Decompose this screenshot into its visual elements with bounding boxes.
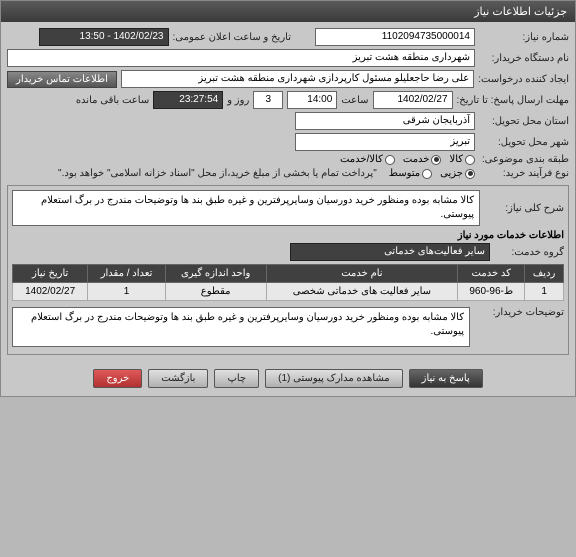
footer-buttons: پاسخ به نیاز مشاهده مدارک پیوستی (1) چاپ… bbox=[1, 361, 575, 396]
days-label: روز و bbox=[227, 95, 249, 106]
subject-class-label: طبقه بندی موضوعی: bbox=[479, 154, 569, 165]
days-count-field: 3 bbox=[253, 91, 283, 109]
province-field: آذربایجان شرقی bbox=[295, 112, 475, 130]
deadline-date-field: 1402/02/27 bbox=[373, 91, 453, 109]
details-panel: شرح کلی نیاز: کالا مشابه بوده ومنظور خری… bbox=[7, 185, 569, 355]
remaining-time-field: 23:27:54 bbox=[153, 91, 223, 109]
row-city: شهر محل تحویل: تبریز bbox=[7, 133, 569, 151]
services-info-label: اطلاعات خدمات مورد نیاز bbox=[12, 230, 564, 241]
time-label: ساعت bbox=[341, 95, 368, 106]
radio-jozi-label: جزیی bbox=[440, 168, 463, 179]
purchase-radio-group: جزیی متوسط bbox=[389, 168, 475, 179]
remaining-label: ساعت باقی مانده bbox=[76, 95, 149, 106]
service-group-field: سایر فعالیت‌های خدماتی bbox=[290, 243, 490, 261]
radio-kala[interactable]: کالا bbox=[449, 154, 475, 165]
row-subject-class: طبقه بندی موضوعی: کالا خدمت کالا/خدمت bbox=[7, 154, 569, 165]
td-qty: 1 bbox=[88, 283, 165, 301]
request-no-label: شماره نیاز: bbox=[479, 32, 569, 43]
row-request-no: شماره نیاز: 1102094735000014 تاریخ و ساع… bbox=[7, 28, 569, 46]
buyer-name-label: نام دستگاه خریدار: bbox=[479, 53, 569, 64]
table-header-row: ردیف کد خدمت نام خدمت واحد اندازه گیری ت… bbox=[13, 265, 564, 283]
th-code: کد خدمت bbox=[458, 265, 525, 283]
table-row[interactable]: 1 ط-96-960 سایر فعالیت های خدماتی شخصی م… bbox=[13, 283, 564, 301]
th-date: تاریخ نیاز bbox=[13, 265, 88, 283]
city-field: تبریز bbox=[295, 133, 475, 151]
td-unit: مقطوع bbox=[165, 283, 266, 301]
td-code: ط-96-960 bbox=[458, 283, 525, 301]
window-titlebar: جزئیات اطلاعات نیاز bbox=[1, 1, 575, 22]
contact-button[interactable]: اطلاعات تماس خریدار bbox=[7, 71, 117, 88]
radio-khedmat[interactable]: خدمت bbox=[403, 154, 442, 165]
buyer-name-field: شهرداری منطقه هشت تبریز bbox=[7, 49, 475, 67]
main-window: جزئیات اطلاعات نیاز شماره نیاز: 11020947… bbox=[0, 0, 576, 397]
th-qty: تعداد / مقدار bbox=[88, 265, 165, 283]
row-creator: ایجاد کننده درخواست: علی رضا حاجعلیلو مس… bbox=[7, 70, 569, 88]
row-general-desc: شرح کلی نیاز: کالا مشابه بوده ومنظور خری… bbox=[12, 190, 564, 226]
announce-date-label: تاریخ و ساعت اعلان عمومی: bbox=[173, 32, 292, 43]
province-label: استان محل تحویل: bbox=[479, 116, 569, 127]
th-unit: واحد اندازه گیری bbox=[165, 265, 266, 283]
buyer-desc-box: کالا مشابه بوده ومنظور خرید دورسیان وسای… bbox=[12, 307, 470, 347]
city-label: شهر محل تحویل: bbox=[479, 137, 569, 148]
respond-button[interactable]: پاسخ به نیاز bbox=[409, 369, 483, 388]
radio-motavaset[interactable]: متوسط bbox=[389, 168, 432, 179]
deadline-time-field: 14:00 bbox=[287, 91, 337, 109]
row-deadline: مهلت ارسال پاسخ: تا تاریخ: 1402/02/27 سا… bbox=[7, 91, 569, 109]
creator-field: علی رضا حاجعلیلو مسئول کارپردازی شهرداری… bbox=[121, 70, 474, 88]
radio-khedmat-label: خدمت bbox=[403, 154, 430, 165]
row-province: استان محل تحویل: آذربایجان شرقی bbox=[7, 112, 569, 130]
announce-date-field: 1402/02/23 - 13:50 bbox=[39, 28, 169, 46]
row-buyer-desc: توضیحات خریدار: کالا مشابه بوده ومنظور خ… bbox=[12, 307, 564, 347]
radio-kala-khedmat-label: کالا/خدمت bbox=[340, 154, 383, 165]
service-group-label: گروه خدمت: bbox=[494, 247, 564, 258]
radio-dot-selected-icon bbox=[431, 155, 441, 165]
content-area: شماره نیاز: 1102094735000014 تاریخ و ساع… bbox=[1, 22, 575, 361]
exit-button[interactable]: خروج bbox=[93, 369, 142, 388]
radio-dot-icon bbox=[465, 155, 475, 165]
creator-label: ایجاد کننده درخواست: bbox=[478, 74, 569, 85]
print-button[interactable]: چاپ bbox=[214, 369, 259, 388]
row-buyer: نام دستگاه خریدار: شهرداری منطقه هشت تبر… bbox=[7, 49, 569, 67]
radio-dot-selected-icon bbox=[465, 169, 475, 179]
services-table: ردیف کد خدمت نام خدمت واحد اندازه گیری ت… bbox=[12, 264, 564, 301]
radio-dot-icon bbox=[422, 169, 432, 179]
td-date: 1402/02/27 bbox=[13, 283, 88, 301]
back-button[interactable]: بازگشت bbox=[148, 369, 208, 388]
td-name: سایر فعالیت های خدماتی شخصی bbox=[266, 283, 458, 301]
row-purchase-type: نوع فرآیند خرید: جزیی متوسط "پرداخت تمام… bbox=[7, 168, 569, 179]
row-service-group: گروه خدمت: سایر فعالیت‌های خدماتی bbox=[12, 243, 564, 261]
radio-kala-khedmat[interactable]: کالا/خدمت bbox=[340, 154, 395, 165]
radio-kala-label: کالا bbox=[449, 154, 463, 165]
attachments-button[interactable]: مشاهده مدارک پیوستی (1) bbox=[265, 369, 403, 388]
subject-radio-group: کالا خدمت کالا/خدمت bbox=[340, 154, 475, 165]
radio-motavaset-label: متوسط bbox=[389, 168, 420, 179]
th-row: ردیف bbox=[525, 265, 564, 283]
th-name: نام خدمت bbox=[266, 265, 458, 283]
radio-dot-icon bbox=[385, 155, 395, 165]
purchase-note: "پرداخت تمام یا بخشی از مبلغ خرید،از محل… bbox=[58, 168, 377, 179]
deadline-label: مهلت ارسال پاسخ: تا تاریخ: bbox=[457, 95, 569, 106]
general-desc-box: کالا مشابه بوده ومنظور خرید دورسیان وسای… bbox=[12, 190, 480, 226]
radio-jozi[interactable]: جزیی bbox=[440, 168, 475, 179]
purchase-type-label: نوع فرآیند خرید: bbox=[479, 168, 569, 179]
general-desc-label: شرح کلی نیاز: bbox=[484, 203, 564, 214]
buyer-desc-label: توضیحات خریدار: bbox=[474, 307, 564, 318]
window-title: جزئیات اطلاعات نیاز bbox=[474, 6, 567, 18]
request-no-field: 1102094735000014 bbox=[315, 28, 475, 46]
td-row: 1 bbox=[525, 283, 564, 301]
